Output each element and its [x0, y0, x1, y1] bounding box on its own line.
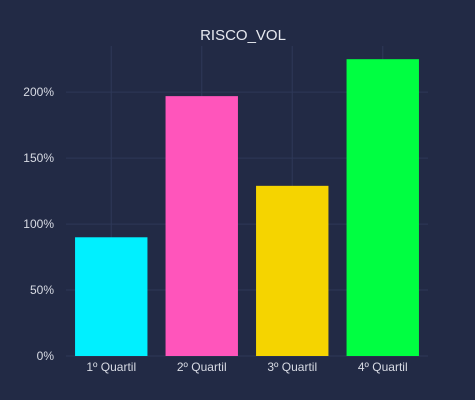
y-axis-ticks: 0% 50% 100% 150% 200%	[23, 85, 54, 363]
y-tick-label: 200%	[23, 85, 54, 99]
x-tick-label: 2º Quartil	[177, 360, 227, 374]
bar[interactable]	[256, 185, 329, 356]
y-tick-label: 150%	[23, 151, 54, 165]
chart-title: RISCO_VOL	[200, 27, 286, 44]
bar[interactable]	[346, 59, 419, 356]
bar[interactable]	[165, 96, 238, 357]
x-tick-label: 3º Quartil	[267, 360, 317, 374]
bar[interactable]	[75, 237, 148, 356]
bars	[75, 59, 419, 357]
x-tick-label: 1º Quartil	[86, 360, 136, 374]
y-tick-label: 0%	[37, 349, 55, 363]
y-tick-label: 50%	[30, 283, 54, 297]
y-tick-label: 100%	[23, 217, 54, 231]
x-tick-label: 4º Quartil	[358, 360, 408, 374]
x-axis-ticks: 1º Quartil 2º Quartil 3º Quartil 4º Quartil	[86, 360, 407, 374]
